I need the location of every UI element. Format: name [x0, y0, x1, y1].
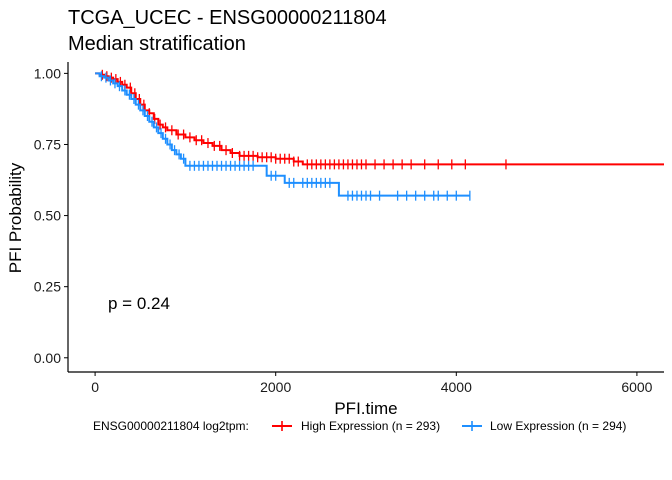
y-tick-label: 0.25 [34, 279, 61, 295]
y-tick-label: 0.75 [34, 136, 61, 152]
series-low [95, 71, 471, 201]
x-axis-ticks: 0 2000 4000 6000 [91, 372, 653, 395]
chart-subtitle: Median stratification [68, 33, 246, 55]
p-value-annotation: p = 0.24 [108, 294, 170, 313]
x-tick-label: 6000 [621, 379, 652, 395]
y-tick-label: 0.50 [34, 208, 61, 224]
survival-curve [95, 72, 664, 166]
plot-area [95, 69, 664, 201]
legend-key-high [272, 421, 292, 431]
y-tick-label: 0.00 [34, 350, 61, 366]
x-tick-label: 4000 [441, 379, 472, 395]
legend-key-low [462, 421, 482, 431]
chart-title: TCGA_UCEC - ENSG00000211804 [68, 7, 387, 29]
x-tick-label: 2000 [260, 379, 291, 395]
legend-label-low: Low Expression (n = 294) [490, 419, 626, 433]
legend-label-high: High Expression (n = 293) [301, 419, 440, 433]
x-tick-label: 0 [91, 379, 99, 395]
series-high [95, 69, 664, 170]
x-axis-title: PFI.time [334, 399, 397, 418]
y-tick-label: 1.00 [34, 65, 61, 81]
legend-title: ENSG00000211804 log2tpm: [93, 419, 249, 433]
legend: ENSG00000211804 log2tpm: High Expression… [93, 419, 626, 433]
y-axis-ticks: 0.00 0.25 0.50 0.75 1.00 [34, 65, 68, 366]
y-axis-title: PFI Probability [6, 162, 25, 273]
survival-curve [95, 72, 470, 197]
